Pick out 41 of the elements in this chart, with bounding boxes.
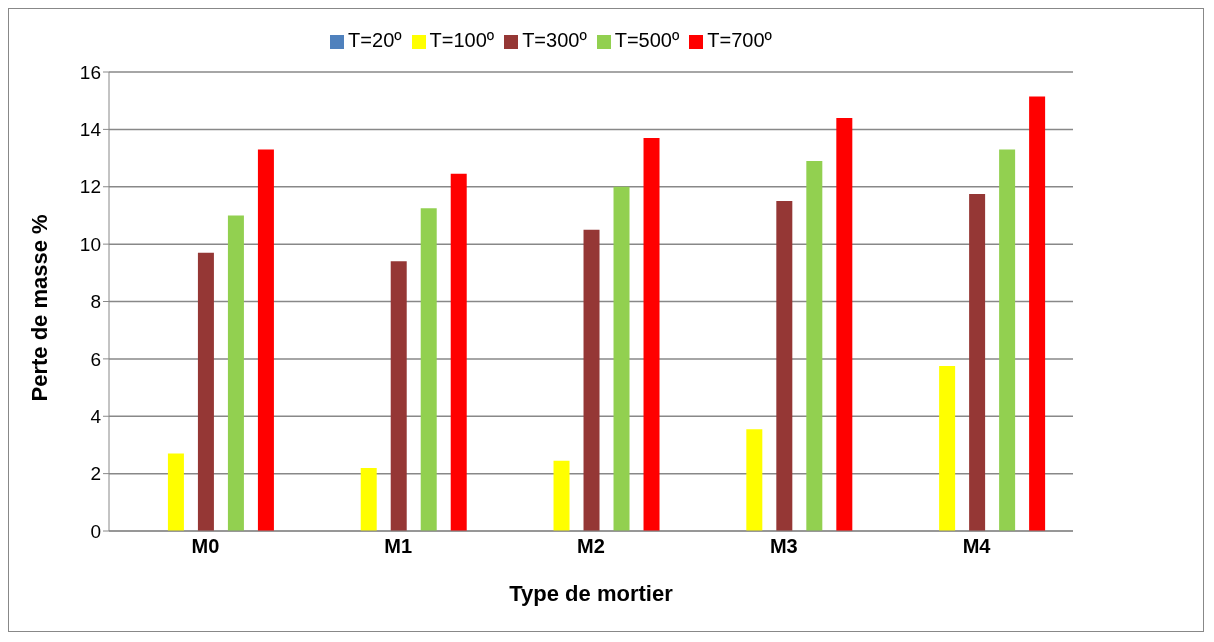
y-tick-label: 12 bbox=[79, 176, 101, 198]
legend-label: T=300º bbox=[522, 29, 587, 51]
y-tick-label: 2 bbox=[90, 463, 101, 485]
bar bbox=[806, 160, 823, 531]
y-tick-label: 10 bbox=[79, 233, 101, 255]
x-tick-label: M1 bbox=[384, 535, 413, 558]
bar bbox=[583, 229, 600, 531]
legend-label: T=100º bbox=[429, 29, 495, 51]
bar bbox=[746, 429, 763, 531]
bar bbox=[613, 186, 630, 531]
legend-label: T=20º bbox=[348, 29, 402, 51]
bar bbox=[257, 149, 274, 531]
y-tick-label: 8 bbox=[90, 291, 101, 313]
bar bbox=[450, 173, 467, 531]
x-tick-label: M0 bbox=[191, 535, 220, 558]
y-tick-label: 0 bbox=[90, 520, 101, 542]
y-tick-label: 14 bbox=[79, 119, 102, 141]
x-axis-title: Type de mortier bbox=[509, 581, 674, 606]
y-tick-label: 6 bbox=[90, 348, 101, 370]
bar bbox=[167, 453, 184, 531]
y-axis-title: Perte de masse % bbox=[26, 214, 52, 402]
x-tick-label: M3 bbox=[769, 535, 798, 558]
legend-label: T=700º bbox=[707, 29, 772, 51]
bar bbox=[836, 117, 853, 531]
bar bbox=[553, 460, 570, 531]
bar bbox=[643, 137, 660, 531]
bar bbox=[197, 252, 214, 531]
x-tick-label: M2 bbox=[577, 535, 605, 558]
bar bbox=[390, 261, 407, 531]
bar bbox=[969, 193, 986, 531]
bar bbox=[999, 149, 1016, 531]
y-tick-label: 16 bbox=[79, 61, 101, 83]
x-tick-label: M4 bbox=[962, 535, 992, 558]
bar bbox=[939, 366, 956, 531]
bar bbox=[776, 201, 793, 531]
bar bbox=[1029, 96, 1046, 531]
bar bbox=[420, 208, 437, 531]
bar bbox=[227, 215, 244, 531]
legend-label: T=500º bbox=[614, 29, 680, 51]
bar bbox=[360, 467, 377, 531]
y-tick-label: 4 bbox=[90, 405, 102, 427]
